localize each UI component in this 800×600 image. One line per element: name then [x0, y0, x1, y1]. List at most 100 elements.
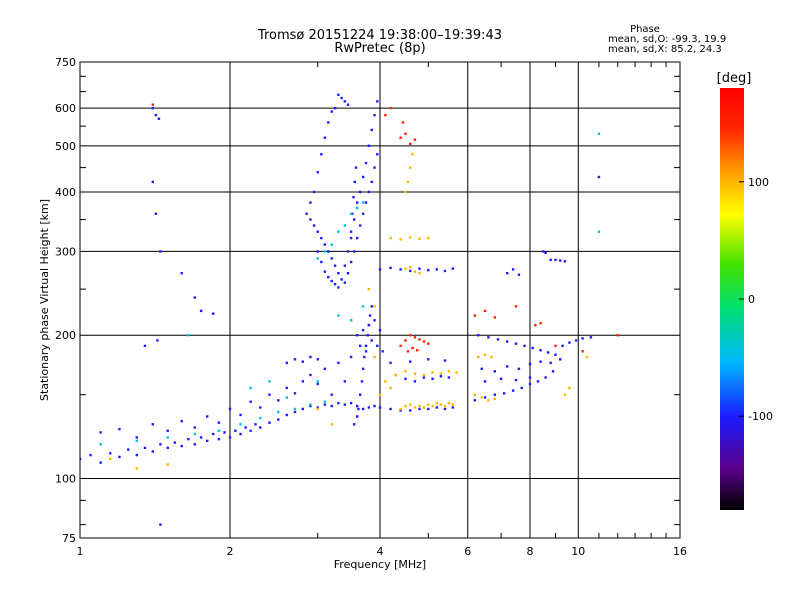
data-point — [244, 426, 247, 429]
axis-ticks — [80, 62, 680, 538]
x-tick-label: 2 — [227, 545, 234, 558]
data-point — [443, 407, 447, 411]
data-point — [539, 321, 542, 325]
data-point — [366, 334, 369, 337]
data-point — [373, 319, 376, 322]
data-point — [193, 296, 197, 299]
data-point — [363, 355, 366, 359]
data-point — [151, 423, 155, 426]
data-point — [349, 355, 353, 359]
data-point — [357, 407, 360, 411]
data-point — [409, 334, 412, 337]
data-point — [309, 218, 312, 221]
data-point — [166, 436, 169, 439]
data-point — [343, 403, 347, 406]
data-point — [355, 236, 359, 240]
data-point — [239, 423, 242, 426]
data-point — [541, 250, 545, 253]
colorbar-unit-label: [deg] — [717, 71, 752, 86]
data-point — [413, 336, 417, 339]
data-point — [337, 230, 340, 233]
data-point — [349, 260, 353, 264]
data-point — [561, 344, 564, 348]
data-point — [549, 361, 552, 365]
data-point — [376, 344, 379, 348]
data-point — [487, 399, 490, 402]
data-point — [399, 344, 402, 348]
data-point — [99, 443, 102, 446]
data-point — [422, 373, 426, 377]
data-point — [483, 380, 487, 383]
data-point — [166, 429, 169, 432]
data-point — [156, 339, 159, 342]
data-point — [159, 250, 162, 253]
data-point — [367, 287, 371, 291]
data-point — [337, 314, 340, 317]
data-point — [343, 100, 347, 103]
data-point — [293, 392, 297, 395]
data-point — [422, 406, 426, 409]
data-point — [435, 268, 438, 271]
data-point — [418, 338, 421, 341]
data-point — [268, 393, 271, 396]
y-tick-labels: 75 100 200 300 400 500 600 750 — [55, 56, 76, 545]
data-point — [249, 386, 252, 390]
y-tick-label: 300 — [55, 245, 76, 258]
data-point — [435, 406, 438, 409]
data-point — [361, 212, 365, 215]
data-point — [493, 316, 497, 319]
data-point — [259, 426, 262, 429]
data-point — [439, 372, 443, 375]
data-point — [327, 275, 330, 279]
data-point — [330, 393, 333, 396]
data-point — [514, 378, 518, 382]
data-point — [361, 407, 365, 411]
data-point — [413, 372, 417, 375]
data-point — [370, 180, 373, 184]
data-point — [364, 350, 368, 353]
data-point — [118, 427, 121, 431]
data-point — [349, 236, 353, 240]
data-point — [249, 400, 252, 403]
data-point — [376, 100, 379, 103]
data-point — [323, 136, 327, 139]
data-point — [496, 338, 500, 341]
colorbar-tick-label: 100 — [748, 176, 769, 189]
colorbar-tick-label: 0 — [748, 293, 755, 306]
data-point — [180, 272, 183, 275]
data-point — [451, 267, 455, 270]
data-point — [418, 272, 421, 275]
data-point — [316, 382, 319, 386]
y-tick-label: 75 — [62, 532, 76, 545]
data-point — [333, 264, 337, 267]
data-point — [330, 110, 333, 113]
data-point — [316, 250, 319, 253]
data-point — [337, 361, 340, 365]
data-point — [166, 446, 169, 450]
data-point — [268, 380, 271, 383]
data-point — [355, 415, 359, 418]
x-tick-label: 16 — [673, 545, 687, 558]
data-point — [528, 382, 532, 386]
data-point — [193, 426, 197, 429]
data-point — [431, 377, 434, 380]
data-point — [354, 166, 358, 169]
data-point — [483, 353, 487, 356]
data-point — [539, 360, 542, 363]
data-point — [477, 334, 480, 337]
data-point — [159, 523, 162, 526]
data-point — [193, 443, 197, 446]
data-point — [381, 350, 384, 353]
data-point — [370, 305, 373, 308]
y-tick-label: 200 — [55, 329, 76, 342]
data-point — [487, 336, 490, 339]
x-tick-label: 8 — [527, 545, 534, 558]
data-point — [399, 238, 402, 241]
data-point — [568, 386, 571, 390]
data-point — [312, 224, 316, 227]
data-point — [352, 195, 355, 199]
data-point — [483, 396, 487, 399]
data-point — [355, 334, 359, 337]
data-point — [431, 371, 434, 374]
